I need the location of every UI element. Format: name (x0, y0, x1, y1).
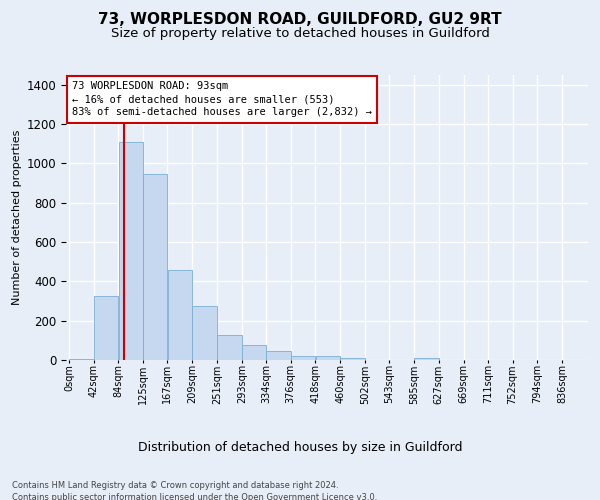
Bar (69, 359, 94, 360)
Bar (143, 174, 167, 360)
Bar (242, 346, 266, 360)
Text: 73 WORPLESDON ROAD: 93sqm
← 16% of detached houses are smaller (553)
83% of semi: 73 WORPLESDON ROAD: 93sqm ← 16% of detac… (72, 81, 372, 118)
Text: Contains HM Land Registry data © Crown copyright and database right 2024.: Contains HM Land Registry data © Crown c… (12, 481, 338, 490)
Text: Contains public sector information licensed under the Open Government Licence v3: Contains public sector information licen… (12, 492, 377, 500)
Bar (217, 336, 242, 360)
Bar (266, 350, 290, 360)
Bar (291, 356, 316, 360)
Bar (414, 358, 439, 360)
Text: Size of property relative to detached houses in Guildford: Size of property relative to detached ho… (110, 28, 490, 40)
Bar (119, 142, 143, 360)
Bar (340, 358, 365, 360)
Y-axis label: Number of detached properties: Number of detached properties (13, 130, 22, 305)
Bar (316, 356, 340, 360)
Text: Distribution of detached houses by size in Guildford: Distribution of detached houses by size … (138, 441, 462, 454)
Text: 73, WORPLESDON ROAD, GUILDFORD, GU2 9RT: 73, WORPLESDON ROAD, GUILDFORD, GU2 9RT (98, 12, 502, 28)
Bar (193, 306, 217, 360)
Bar (167, 270, 192, 360)
Bar (94, 296, 118, 360)
